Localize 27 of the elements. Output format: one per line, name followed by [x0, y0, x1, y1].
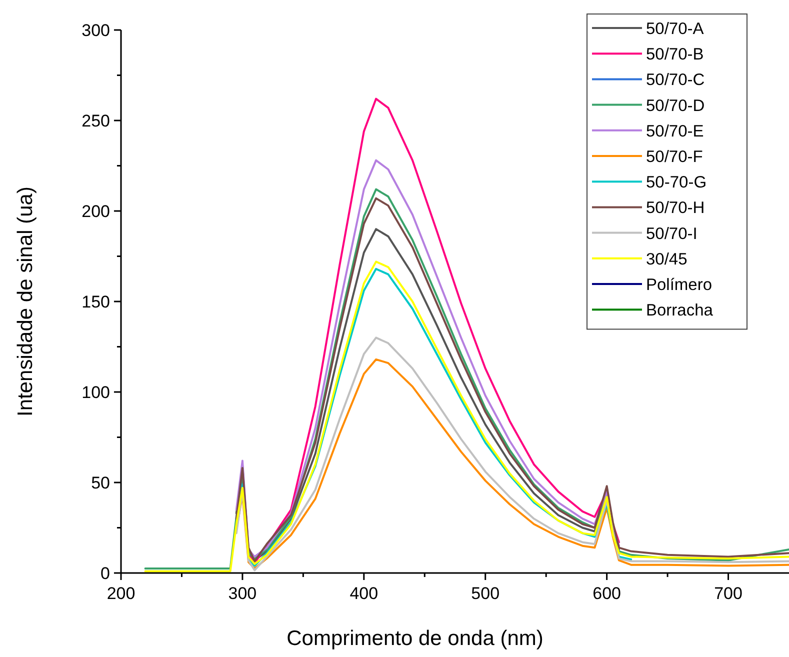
legend-label: 50/70-A [646, 20, 704, 38]
x-tick-label: 500 [471, 584, 500, 603]
legend-label: 50/70-B [646, 46, 704, 64]
legend-label: Borracha [646, 302, 714, 320]
x-axis-title: Comprimento de onda (nm) [286, 627, 544, 650]
y-axis-title: Intensidade de sinal (ua) [14, 186, 37, 416]
y-tick-label: 150 [82, 292, 110, 312]
x-tick-label: 300 [228, 584, 257, 603]
legend-label: Polímero [646, 276, 712, 294]
legend-label: 50-70-G [646, 174, 707, 192]
x-tick-label: 200 [106, 584, 136, 603]
x-tick-label: 700 [714, 584, 742, 603]
y-tick-label: 100 [82, 383, 110, 402]
y-tick-label: 300 [82, 21, 110, 40]
legend-label: 50/70-I [646, 224, 698, 243]
legend-label: 50/70-E [646, 122, 704, 140]
y-tick-label: 200 [82, 202, 110, 221]
legend-label: 30/45 [646, 250, 688, 268]
legend-label: 50/70-C [646, 71, 705, 90]
y-tick-label: 0 [100, 564, 110, 583]
legend-label: 50/70-H [646, 199, 705, 218]
y-tick-label: 250 [82, 112, 110, 130]
x-tick-label: 600 [592, 584, 622, 603]
y-tick-label: 50 [91, 474, 110, 492]
x-tick-label: 400 [350, 584, 378, 603]
legend-label: 50/70-F [646, 148, 703, 166]
legend-label: 50/70-D [646, 96, 705, 115]
